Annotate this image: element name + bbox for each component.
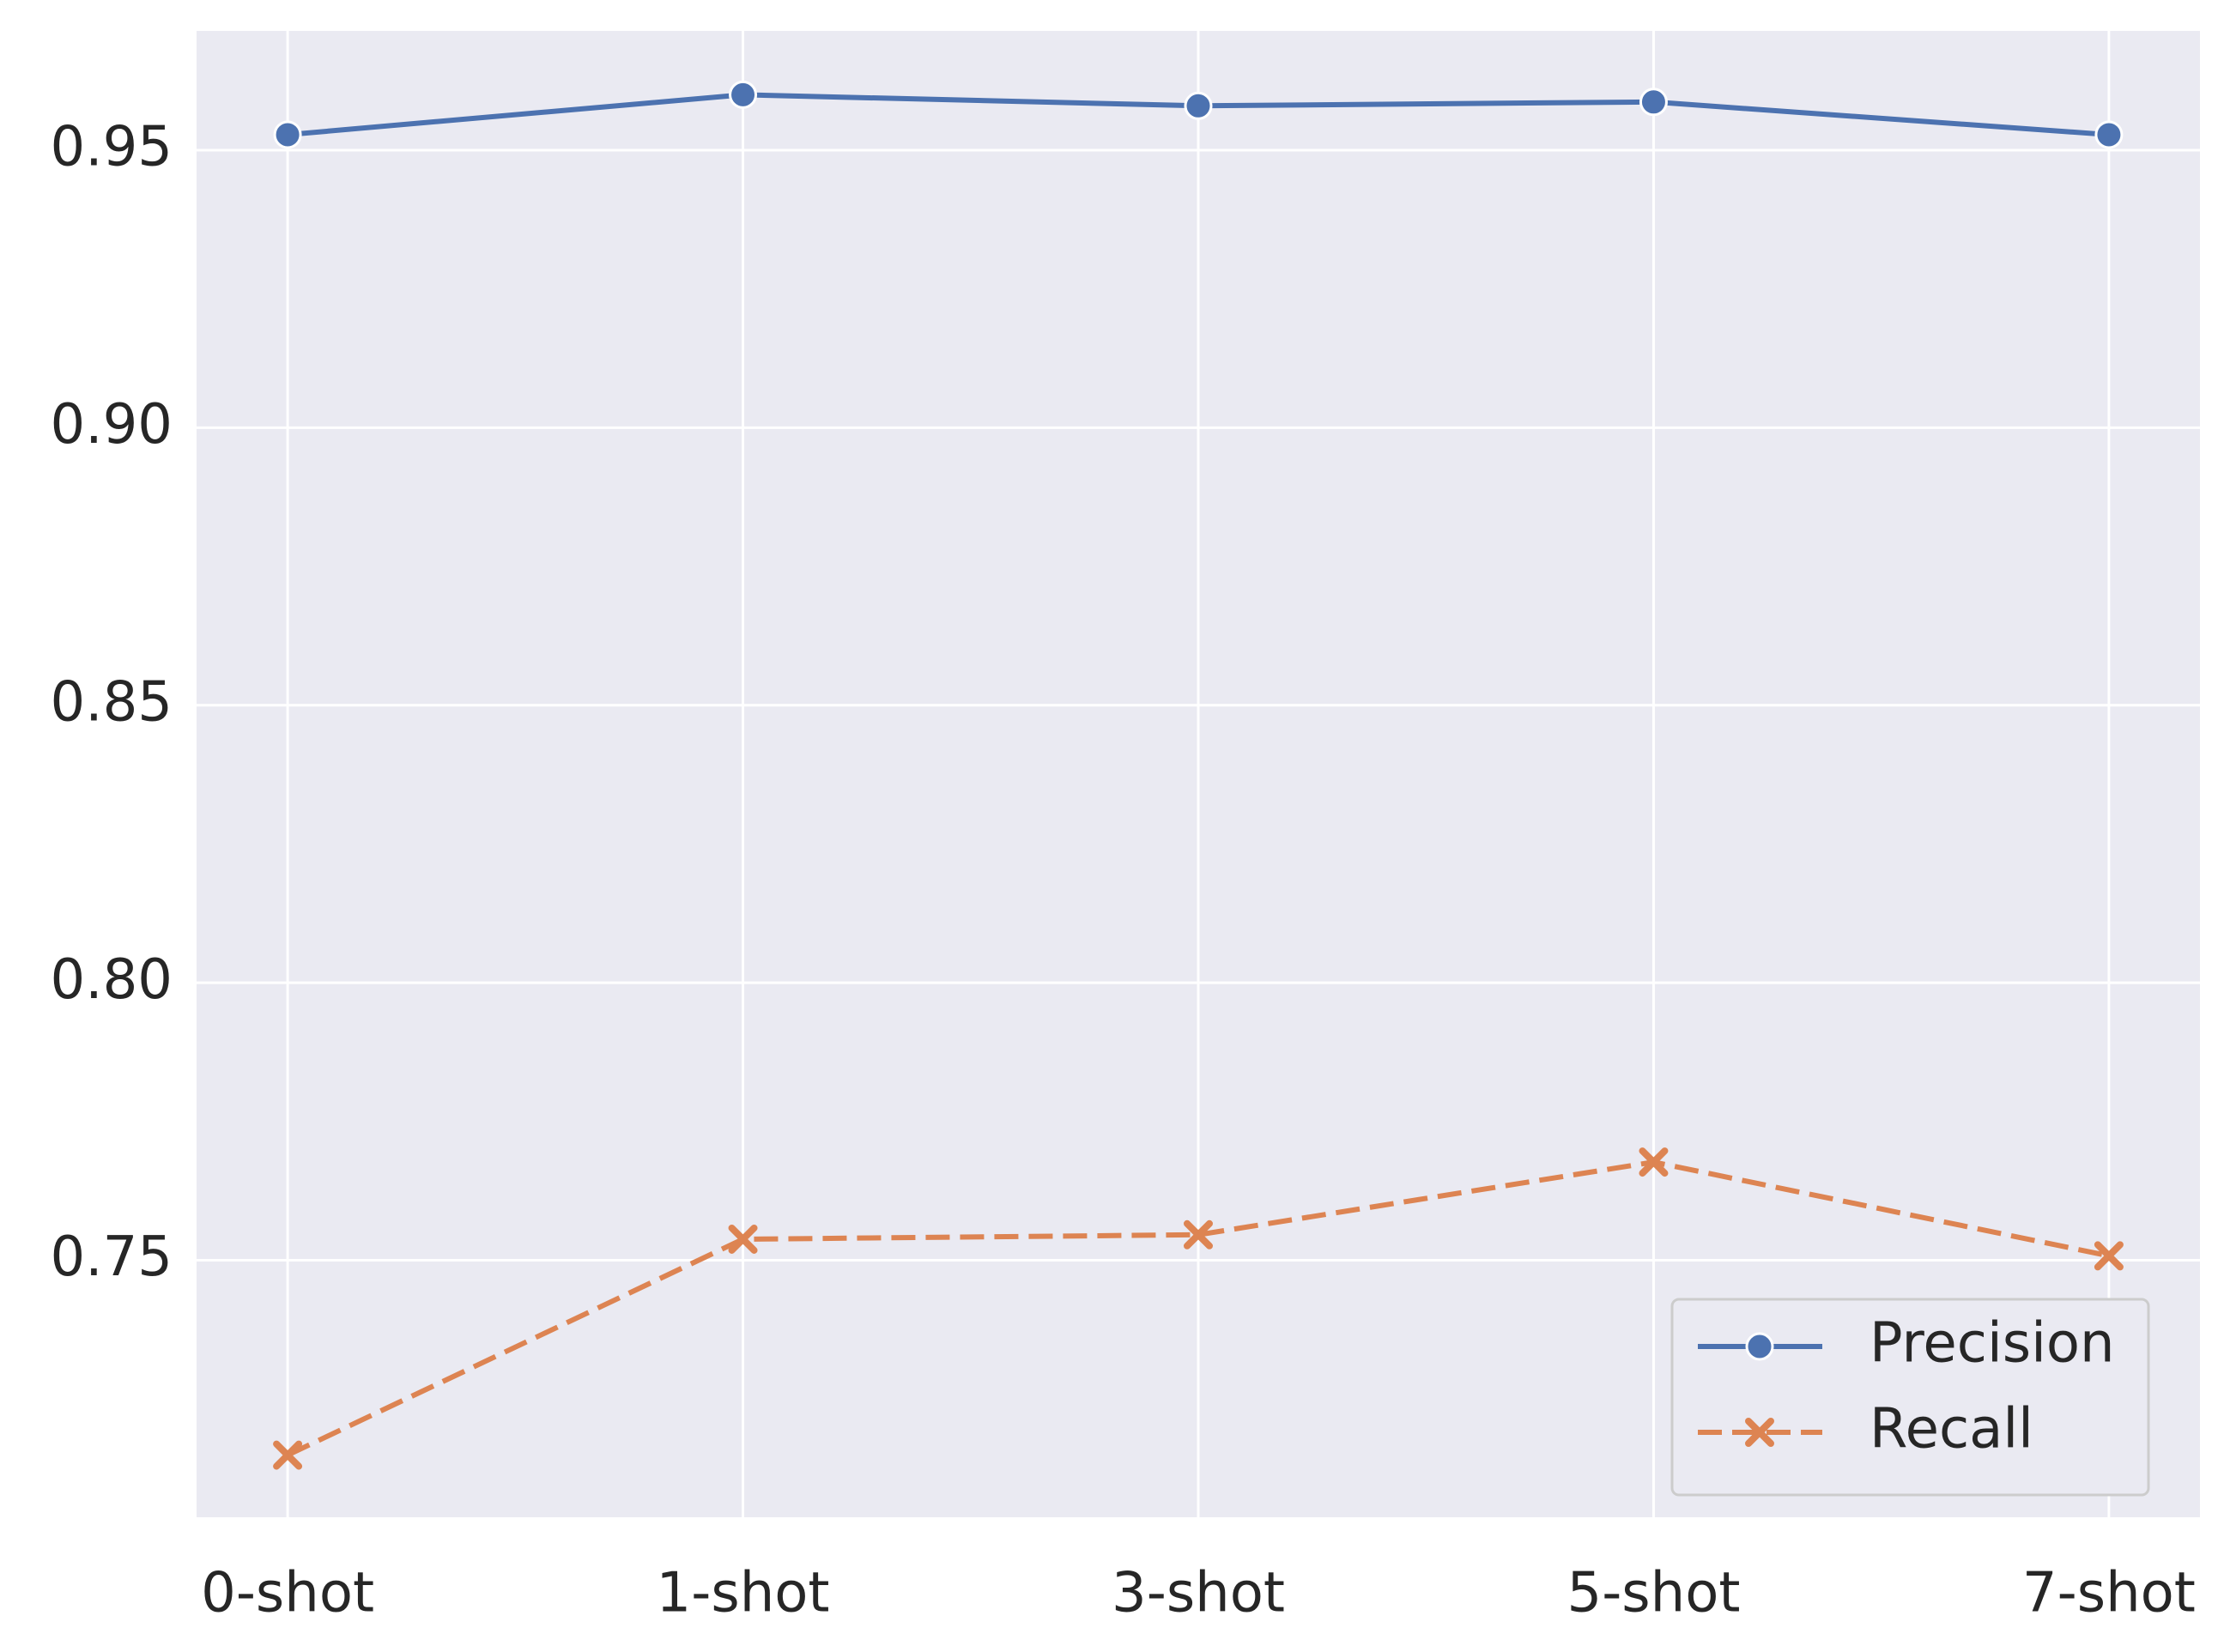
point [728, 1224, 758, 1254]
point [1184, 1219, 1213, 1250]
point [1639, 1147, 1669, 1177]
y-tick-label: 0.85 [51, 670, 173, 734]
x-tick-label: 0-shot [201, 1562, 374, 1625]
legend-marker [1745, 1332, 1774, 1361]
legend-label: Precision [1870, 1312, 2115, 1376]
legend-label: Recall [1870, 1398, 2033, 1461]
point [729, 80, 758, 109]
x-tick-label: 3-shot [1112, 1562, 1285, 1625]
legend-marker [1745, 1418, 1774, 1447]
point [2094, 120, 2124, 149]
y-tick-label: 0.75 [51, 1225, 173, 1289]
y-tick-label: 0.90 [51, 393, 173, 457]
x-tick-label: 1-shot [657, 1562, 830, 1625]
x-tick-label: 7-shot [2022, 1562, 2196, 1625]
y-tick-label: 0.80 [51, 948, 173, 1012]
y-tick-label: 0.95 [51, 116, 173, 179]
point [273, 120, 302, 149]
point [273, 1440, 303, 1470]
point [1639, 88, 1668, 117]
point [2094, 1241, 2124, 1271]
legend: Precision Recall [1670, 1298, 2150, 1497]
point [1184, 91, 1213, 120]
x-tick-label: 5-shot [1567, 1562, 1740, 1625]
